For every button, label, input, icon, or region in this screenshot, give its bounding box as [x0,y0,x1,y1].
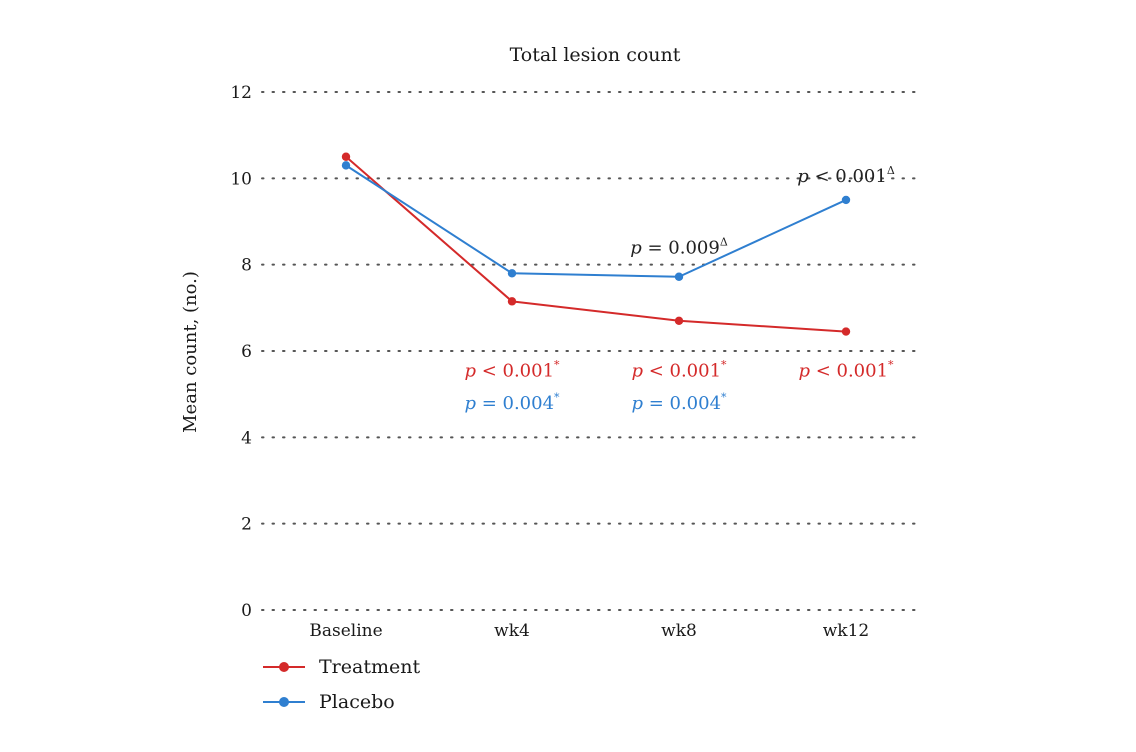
p-value-annotation: p = 0.009Δ [630,235,728,258]
series-lines [341,152,851,336]
y-tick-label: 4 [241,428,252,448]
data-point-placebo [674,272,684,281]
p-symbol: p [630,237,642,258]
p-value-superscript: * [554,391,560,404]
x-tick-label: Baseline [309,621,382,641]
series-line-placebo [345,164,847,278]
p-value-superscript: * [554,358,560,371]
p-value-superscript: * [888,358,894,371]
data-point-treatment [341,152,351,161]
p-value-text: = 0.009 [642,237,720,258]
p-symbol: p [631,393,643,414]
data-point-placebo [507,269,517,278]
x-tick-label: wk8 [661,621,697,641]
p-value-text: < 0.001 [810,360,888,381]
p-value-annotation: p < 0.001* [464,358,560,381]
legend-label: Placebo [319,691,395,713]
p-value-annotation: p < 0.001Δ [797,164,895,187]
data-point-placebo [841,195,851,205]
p-value-superscript: * [721,358,727,371]
data-point-treatment [674,316,684,325]
p-value-superscript: Δ [720,235,728,248]
data-point-treatment [841,327,851,336]
p-symbol: p [798,360,810,381]
y-tick-label: 8 [241,256,252,276]
series-treatment [341,152,851,336]
legend-item-placebo: Placebo [263,691,395,713]
legend-label: Treatment [319,656,420,678]
y-tick-label: 12 [230,83,252,103]
legend-item-treatment: Treatment [263,656,420,678]
p-value-superscript: * [721,391,727,404]
x-tick-label: wk12 [823,621,869,641]
x-tick-label: wk4 [494,621,530,641]
p-value-annotation: p = 0.004* [631,391,727,414]
p-value-annotation: p < 0.001* [631,358,727,381]
p-symbol: p [631,360,643,381]
y-tick-label: 6 [241,342,252,362]
p-value-annotation: p < 0.001* [798,358,894,381]
series-line-treatment [345,155,847,333]
y-tick-label: 10 [230,169,252,189]
data-point-placebo [341,161,351,170]
y-tick-labels: 0 2 4 6 8 10 12 [230,83,252,621]
series-placebo [341,161,851,281]
p-symbol: p [464,360,476,381]
y-axis-label: Mean count, (no.) [180,271,201,433]
p-value-annotation: p = 0.004* [464,391,560,414]
chart-title: Total lesion count [510,44,681,66]
p-value-text: < 0.001 [643,360,721,381]
legend-marker [279,697,289,707]
legend: Treatment Placebo [263,656,420,713]
x-tick-labels: Baseline wk4 wk8 wk12 [309,621,869,641]
p-value-text: = 0.004 [476,393,554,414]
data-point-treatment [507,297,517,306]
y-tick-label: 0 [241,601,252,621]
p-symbol: p [464,393,476,414]
legend-marker [279,662,289,672]
p-symbol: p [797,166,809,187]
p-value-text: < 0.001 [809,166,887,187]
p-value-text: = 0.004 [643,393,721,414]
p-value-text: < 0.001 [476,360,554,381]
y-tick-label: 2 [241,515,252,535]
p-value-superscript: Δ [887,164,895,177]
